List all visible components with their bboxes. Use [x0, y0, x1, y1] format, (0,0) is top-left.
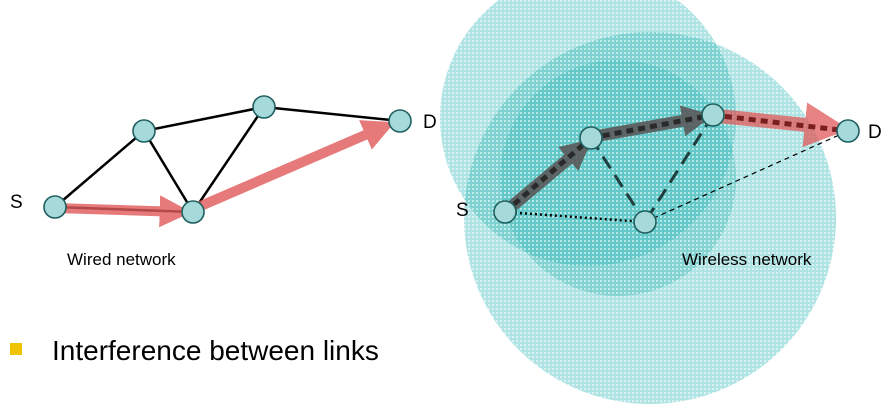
wired-nodes: [43, 95, 412, 224]
wireless-dest-label: D: [868, 122, 882, 143]
wireless-node-right: [701, 103, 725, 127]
wired-caption: Wired network: [67, 250, 176, 269]
wired-node-s: [43, 195, 67, 219]
wired-dest-label: D: [423, 112, 437, 133]
wireless-link-bottom-d: [644, 130, 849, 223]
wired-node-upper: [252, 95, 276, 119]
wireless-nodes: [493, 103, 860, 234]
wired-source-label: S: [10, 192, 23, 213]
wireless-source-label: S: [456, 200, 469, 221]
wireless-node-s: [493, 200, 517, 224]
wireless-route: [501, 102, 850, 217]
wireless-links: [504, 114, 849, 224]
bullet-square-icon: [10, 343, 22, 355]
wireless-node-bottom: [633, 210, 657, 234]
wireless-route-dashes-2: [590, 112, 714, 141]
wireless-route-dashes-3: [712, 112, 849, 134]
wireless-link-s-bottom: [504, 210, 646, 224]
wired-link-s-top: [54, 130, 145, 208]
wired-node-d: [388, 109, 412, 133]
wireless-node-d: [836, 119, 860, 143]
bullet-text: Interference between links: [52, 335, 379, 366]
wireless-node-left: [579, 126, 603, 150]
wired-link-top-mid: [142, 130, 195, 213]
wireless-link-left-bottom: [589, 137, 647, 223]
wired-node-top: [132, 119, 156, 143]
wireless-caption: Wireless network: [682, 250, 812, 269]
wireless-route-dashes: [503, 136, 593, 214]
wired-link-mid-upper: [191, 106, 266, 213]
wired-link-upper-d: [263, 105, 401, 123]
wired-route: [54, 120, 395, 228]
wired-route-arrow-2: [194, 120, 395, 213]
wired-route-arrow-1: [54, 195, 192, 228]
wired-link-top-upper: [143, 105, 265, 133]
wired-node-mid: [181, 200, 205, 224]
